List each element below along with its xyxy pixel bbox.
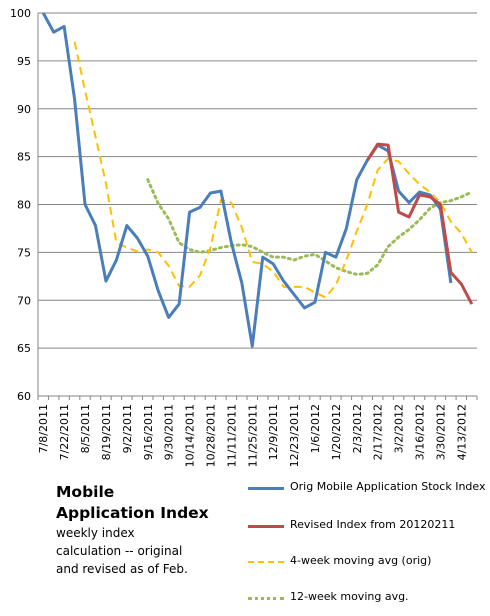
- x-tick-label-11-11-2011: 11/11/2011: [225, 404, 238, 467]
- y-tick-label-65: 65: [17, 342, 31, 355]
- legend-item-4wk-avg: 4-week moving avg (orig): [248, 552, 488, 572]
- series-lines: [41, 12, 474, 348]
- x-tick-label-11-25-2011: 11/25/2011: [246, 404, 259, 467]
- tick-labels: 60 65 70 75 80 85 90 95 100 7/8/2011 7/22/2011 8/5/…: [10, 7, 468, 467]
- legend-swatch-12wk-avg: [248, 597, 284, 600]
- axes: [37, 13, 478, 400]
- y-tick-label-95: 95: [17, 55, 31, 68]
- x-tick-label-8-19-2011: 8/19/2011: [100, 404, 113, 460]
- legend-swatch-revised-index: [248, 525, 284, 528]
- x-tick-label-12-9-2011: 12/9/2011: [267, 404, 280, 460]
- y-tick-label-85: 85: [17, 151, 31, 164]
- x-tick-label-2-17-2012: 2/17/2012: [372, 404, 385, 460]
- legend-swatch-4wk-avg: [248, 561, 284, 563]
- series-line-12-week-moving-avg: [146, 178, 474, 276]
- annotation-title-line-2: Application Index: [56, 504, 209, 522]
- x-tick-label-3-16-2012: 3/16/2012: [414, 404, 427, 460]
- legend-item-revised-index: Revised Index from 20120211: [248, 516, 488, 536]
- series-line-orig-mobile-application-stock-index: [41, 12, 453, 348]
- annotation-title-line-1: Mobile: [56, 483, 115, 501]
- legend-item-orig-index: Orig Mobile Application Stock Index: [248, 478, 488, 498]
- y-tick-label-80: 80: [17, 199, 31, 212]
- series-line-revised-index-from-20120211: [365, 142, 474, 305]
- legend-label-4wk-avg: 4-week moving avg (orig): [290, 554, 432, 567]
- x-tick-label-4-13-2012: 4/13/2012: [455, 404, 468, 460]
- series-line-4-week-moving-avg-orig: [73, 41, 473, 299]
- y-tick-label-70: 70: [17, 294, 31, 307]
- annotation-desc-line-1: weekly index: [56, 526, 135, 540]
- legend-label-revised-index: Revised Index from 20120211: [290, 518, 456, 531]
- gridlines: [38, 12, 477, 349]
- x-tick-label-3-2-2012: 3/2/2012: [393, 404, 406, 453]
- x-tick-label-7-22-2011: 7/22/2011: [58, 404, 71, 460]
- x-tick-label-9-2-2011: 9/2/2011: [121, 404, 134, 453]
- x-tick-label-10-28-2011: 10/28/2011: [204, 404, 217, 467]
- legend-item-12wk-avg: 12-week moving avg.: [248, 588, 488, 608]
- annotation-desc-line-2: calculation -- original: [56, 544, 183, 558]
- legend-label-12wk-avg: 12-week moving avg.: [290, 590, 409, 603]
- x-tick-label-2-3-2012: 2/3/2012: [351, 404, 364, 453]
- y-tick-label-100: 100: [10, 7, 31, 20]
- x-tick-label-9-30-2011: 9/30/2011: [163, 404, 176, 460]
- y-tick-label-90: 90: [17, 103, 31, 116]
- x-tick-label-7-8-2011: 7/8/2011: [37, 404, 50, 453]
- x-tick-label-1-6-2012: 1/6/2012: [309, 404, 322, 453]
- x-tick-label-1-20-2012: 1/20/2012: [330, 404, 343, 460]
- legend-label-orig-index: Orig Mobile Application Stock Index: [290, 480, 486, 493]
- chart-annotation: Mobile Application Index weekly index ca…: [56, 482, 236, 578]
- x-tick-label-10-14-2011: 10/14/2011: [184, 404, 197, 467]
- x-tick-label-8-5-2011: 8/5/2011: [79, 404, 92, 453]
- x-tick-label-12-23-2011: 12/23/2011: [288, 404, 301, 467]
- x-tick-label-9-16-2011: 9/16/2011: [142, 404, 155, 460]
- x-tick-label-3-30-2012: 3/30/2012: [434, 404, 447, 460]
- y-tick-label-75: 75: [17, 246, 31, 259]
- annotation-desc-line-3: and revised as of Feb.: [56, 562, 188, 576]
- y-tick-label-60: 60: [17, 390, 31, 403]
- legend-swatch-orig-index: [248, 487, 284, 490]
